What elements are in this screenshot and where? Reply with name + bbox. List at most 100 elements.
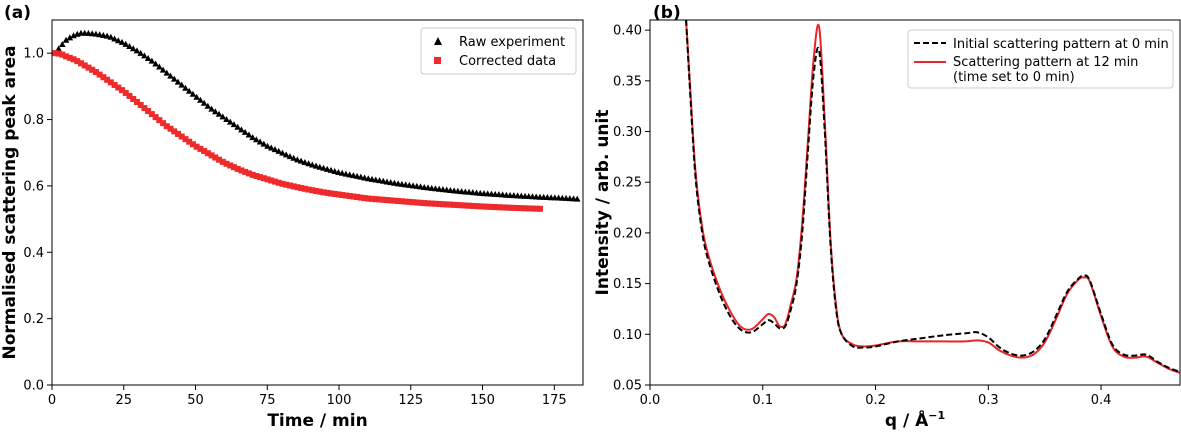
panel-a-x-tick-label: 175 [542,393,567,408]
corrected-data-point [473,203,480,210]
corrected-data-point [480,203,487,210]
corrected-data-point [406,198,413,205]
corrected-data-point [395,197,402,204]
panel-b-x-axis-title: q / Å−1 [885,408,945,431]
corrected-data-point [227,162,234,169]
corrected-data-point [357,194,364,201]
corrected-data-point [454,202,461,209]
corrected-data-point [443,201,450,208]
panel-a-x-tick-label: 75 [259,393,276,408]
panel-b-x-tick-label: 0.0 [640,393,661,408]
panel-a-x-tick-label: 150 [470,393,495,408]
corrected-data-point [59,51,66,58]
corrected-data-point [275,179,282,186]
corrected-data-point [458,202,465,209]
raw-experiment-point [148,57,156,64]
corrected-data-point [264,176,271,183]
panel-b-x-tick-label: 0.3 [978,393,999,408]
corrected-data-point [495,204,502,211]
corrected-data-point [466,202,473,209]
raw-experiment-point [62,36,70,43]
raw-experiment-point [323,165,331,172]
panel-b-plot-frame [649,19,1181,386]
corrected-data-point [316,188,323,195]
corrected-data-point [313,187,320,194]
panel-b: (b) 0.0 0.1 0.2 0.3 0.4 0.05 0.10 0.15 0.20 0.25 0… [593,3,1181,431]
corrected-data-point [350,193,357,200]
corrected-data-point [55,50,62,57]
corrected-data-point [182,136,189,143]
corrected-data-point [70,56,77,63]
corrected-data-point [432,200,439,207]
raw-experiment-point [282,151,290,158]
corrected-data-point [212,154,219,161]
corrected-data-point [533,205,540,212]
panel-b-y-axis-title: Intensity / arb. unit [593,110,613,296]
corrected-data-point [372,196,379,203]
raw-experiment-point [226,118,234,125]
raw-experiment-point [174,78,182,85]
corrected-data-point [186,138,193,145]
raw-experiment-point [156,63,163,70]
corrected-data-point [286,182,293,189]
raw-experiment-point [103,32,111,39]
corrected-data-point [234,165,241,172]
raw-experiment-point [290,154,297,161]
corrected-data-point [428,200,435,207]
raw-experiment-point [320,164,327,171]
raw-experiment-point [305,160,312,167]
panel-b-y-tick-label: 0.20 [613,226,642,241]
panel-a-x-tick-label: 50 [187,393,204,408]
corrected-data-point [245,170,252,177]
corrected-data-point [365,195,372,202]
corrected-data-point [156,117,163,124]
corrected-data-point [272,178,279,185]
corrected-data-point [376,196,383,203]
raw-experiment-point [193,93,200,100]
corrected-data-point [324,189,331,196]
panel-a-y-tick-label: 0.6 [23,179,44,194]
raw-experiment-point [111,35,118,42]
corrected-data-point [421,200,428,207]
corrected-data-point [510,204,517,211]
legend-raw-experiment-marker [434,37,442,45]
initial-pattern-line [685,20,1180,373]
panel-b-y-tick-label: 0.25 [613,176,642,191]
raw-experiment-point [264,142,271,149]
panel-b-legend-box [907,29,1174,89]
raw-experiment-point [312,162,320,169]
corrected-data-point [141,105,148,112]
corrected-data-point [387,197,394,204]
raw-experiment-point [197,96,204,103]
raw-experiment-point [178,81,186,88]
corrected-data-point [499,204,506,211]
raw-experiment-point [59,41,66,48]
corrected-data-point [130,96,137,103]
corrected-data-point [439,201,446,208]
raw-experiment-point [126,43,133,50]
corrected-data-point [175,130,182,137]
corrected-data-point [208,152,215,159]
raw-experiment-point [234,123,242,130]
panel-a-x-tick-label: 25 [115,393,132,408]
corrected-data-point [85,64,92,71]
raw-experiment-point [353,172,361,179]
raw-experiment-point [238,126,245,133]
corrected-data-point [290,183,297,190]
corrected-data-point [402,198,409,205]
corrected-data-point [249,171,256,178]
corrected-data-point [462,202,469,209]
corrected-data-point [257,174,264,181]
panel-b-label: (b) [653,3,681,23]
panel-a-plot-frame [51,19,584,386]
corrected-data-point [152,114,159,121]
corrected-data-point [451,201,458,208]
panel-a-x-axis-title: Time / min [267,411,367,431]
corrected-data-point [522,205,529,212]
panel-a-x-tick-label: 100 [327,393,352,408]
raw-experiment-point [115,37,122,44]
raw-experiment-point [245,131,253,138]
corrected-data-point [253,172,260,179]
raw-experiment-point [286,153,294,160]
